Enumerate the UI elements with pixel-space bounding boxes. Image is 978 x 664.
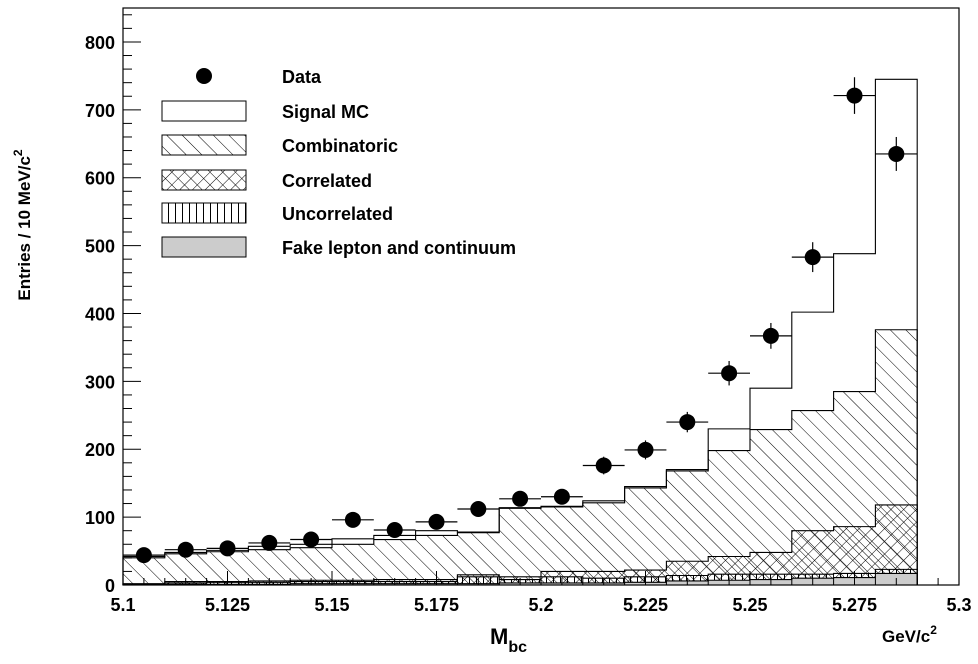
- x-tick-label-7: 5.275: [832, 595, 877, 615]
- data-point-7: [415, 513, 458, 530]
- data-point-10: [541, 488, 583, 505]
- x-axis-title-subscript: bc: [508, 639, 527, 656]
- data-point-12: [624, 440, 667, 460]
- legend-label-4: Uncorrelated: [282, 204, 393, 224]
- data-point-2: [206, 540, 249, 557]
- x-tick-label-6: 5.25: [732, 595, 767, 615]
- y-tick-label-6: 600: [85, 169, 115, 189]
- legend-label-5: Fake lepton and continuum: [282, 238, 516, 258]
- y-tick-label-0: 0: [105, 576, 115, 596]
- legend-label-3: Correlated: [282, 171, 372, 191]
- y-tick-label-7: 700: [85, 101, 115, 121]
- legend: Data Signal MC Combinatoric Correlated Uncor…: [161, 67, 516, 258]
- x-tick-label-8: 5.3: [946, 595, 971, 615]
- legend-label-0: Data: [282, 67, 322, 87]
- legend-swatch-1: [161, 100, 247, 122]
- legend-item-2: Combinatoric: [161, 134, 398, 156]
- x-tick-label-2: 5.15: [314, 595, 349, 615]
- y-axis: 0 100 200 300 400 500 600 700 800: [85, 14, 141, 596]
- legend-item-0: Data: [196, 67, 322, 87]
- outline-combinatoric: [122, 329, 918, 585]
- y-tick-label-1: 100: [85, 508, 115, 528]
- data-point-4: [290, 531, 332, 548]
- data-point-0: [123, 547, 165, 564]
- legend-swatch-3: [161, 169, 247, 191]
- data-point-15: [750, 322, 792, 349]
- legend-swatch-5: [161, 236, 247, 258]
- legend-label-1: Signal MC: [282, 102, 369, 122]
- y-tick-label-3: 300: [85, 372, 115, 392]
- data-point-11: [582, 456, 625, 475]
- x-axis-unit: GeV/c2: [882, 623, 937, 646]
- y-tick-label-8: 800: [85, 33, 115, 53]
- data-point-8: [457, 500, 500, 517]
- y-tick-label-4: 400: [85, 304, 115, 324]
- data-point-16: [791, 242, 834, 273]
- x-tick-label-1: 5.125: [205, 595, 250, 615]
- legend-swatch-4: [161, 202, 247, 224]
- legend-item-1: Signal MC: [161, 100, 369, 122]
- data-point-1: [164, 541, 207, 558]
- x-tick-label-5: 5.225: [623, 595, 668, 615]
- data-point-13: [666, 411, 709, 433]
- legend-item-5: Fake lepton and continuum: [161, 236, 516, 258]
- data-point-14: [708, 360, 750, 386]
- data-point-18: [875, 136, 918, 171]
- legend-item-4: Uncorrelated: [161, 202, 393, 224]
- y-axis-title: Entries / 10 MeV/c2: [11, 149, 34, 301]
- legend-item-3: Correlated: [161, 169, 372, 191]
- legend-label-2: Combinatoric: [282, 136, 398, 156]
- x-axis: 5.1 5.125 5.15 5.175 5.2 5.225 5.25 5.275 5.3: [110, 571, 972, 615]
- legend-swatch-2: [161, 134, 247, 156]
- x-tick-label-4: 5.2: [528, 595, 553, 615]
- data-point-5: [332, 511, 374, 528]
- y-tick-label-2: 200: [85, 440, 115, 460]
- y-axis-title-superscript: 2: [11, 149, 25, 156]
- data-point-17: [833, 77, 876, 114]
- x-axis-unit-superscript: 2: [930, 623, 937, 637]
- legend-marker-0: [196, 68, 212, 84]
- x-tick-label-0: 5.1: [110, 595, 135, 615]
- data-point-9: [499, 490, 541, 507]
- data-point-6: [373, 522, 416, 539]
- bar-combinatoric-9: [499, 508, 541, 585]
- bar-combinatoric-6: [373, 539, 416, 585]
- x-axis-title: Mbc: [490, 624, 527, 656]
- y-tick-label-5: 500: [85, 237, 115, 257]
- data-points: [123, 77, 918, 564]
- bar-combinatoric-12: [624, 487, 667, 585]
- x-tick-label-3: 5.175: [414, 595, 459, 615]
- data-point-3: [248, 534, 291, 551]
